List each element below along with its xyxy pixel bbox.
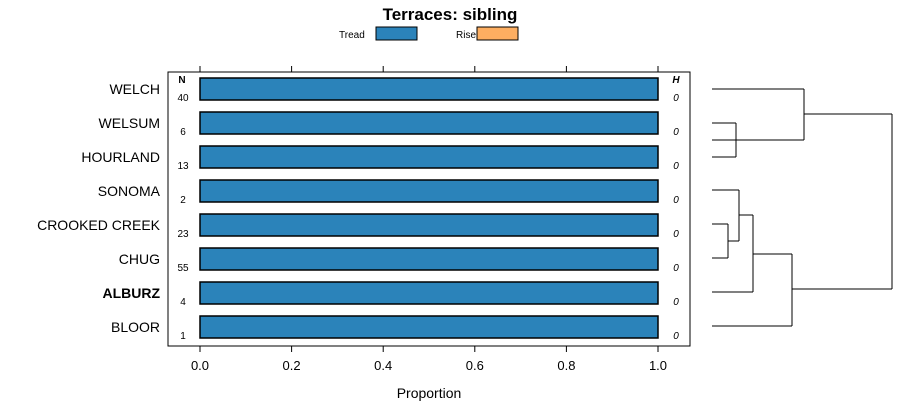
h-value: 0 [673,127,679,138]
bar-tread [199,247,659,271]
h-value: 0 [673,297,679,308]
dendrogram [712,88,893,327]
x-tick-label: 0.6 [466,358,484,373]
n-column-header: N [178,75,185,86]
h-value: 0 [673,331,679,342]
x-tick-label: 1.0 [649,358,667,373]
bar-tread [199,213,659,237]
bar-tread [199,77,659,101]
n-value: 2 [180,195,186,206]
x-tick-label: 0.0 [191,358,209,373]
category-label: ALBURZ [102,285,160,301]
h-value: 0 [673,263,679,274]
bar-tread [199,315,659,339]
h-value: 0 [673,195,679,206]
h-value: 0 [673,229,679,240]
bar-tread [199,281,659,305]
x-tick-label: 0.2 [283,358,301,373]
legend: Tread Riser [339,26,519,41]
x-axis: 0.0 0.2 0.4 0.6 0.8 1.0 [191,66,667,373]
h-column-header: H [672,75,680,86]
h-value: 0 [673,93,679,104]
n-value: 13 [177,161,189,172]
legend-label-riser: Riser [456,30,480,41]
n-value: 6 [180,127,186,138]
x-tick-label: 0.4 [374,358,392,373]
category-label: HOURLAND [81,149,160,165]
category-label: BLOOR [111,319,160,335]
category-label: CHUG [119,251,160,267]
bar-tread [199,111,659,135]
bar-tread [199,145,659,169]
x-axis-label: Proportion [397,385,462,401]
h-value: 0 [673,161,679,172]
legend-swatch-riser [476,26,519,41]
category-label: SONOMA [98,183,161,199]
category-label: CROOKED CREEK [37,217,161,233]
n-value: 40 [177,93,189,104]
plot-panel [167,71,691,347]
category-label: WELSUM [99,115,160,131]
n-value: 23 [177,229,189,240]
n-value: 1 [180,331,186,342]
x-tick-label: 0.8 [557,358,575,373]
category-label: WELCH [109,81,160,97]
legend-swatch-tread [375,26,418,41]
bar-tread [199,179,659,203]
bars-group [199,77,659,339]
legend-label-tread: Tread [339,30,365,41]
chart-title: Terraces: sibling [383,5,518,24]
n-value: 55 [177,263,189,274]
n-value: 4 [180,297,186,308]
